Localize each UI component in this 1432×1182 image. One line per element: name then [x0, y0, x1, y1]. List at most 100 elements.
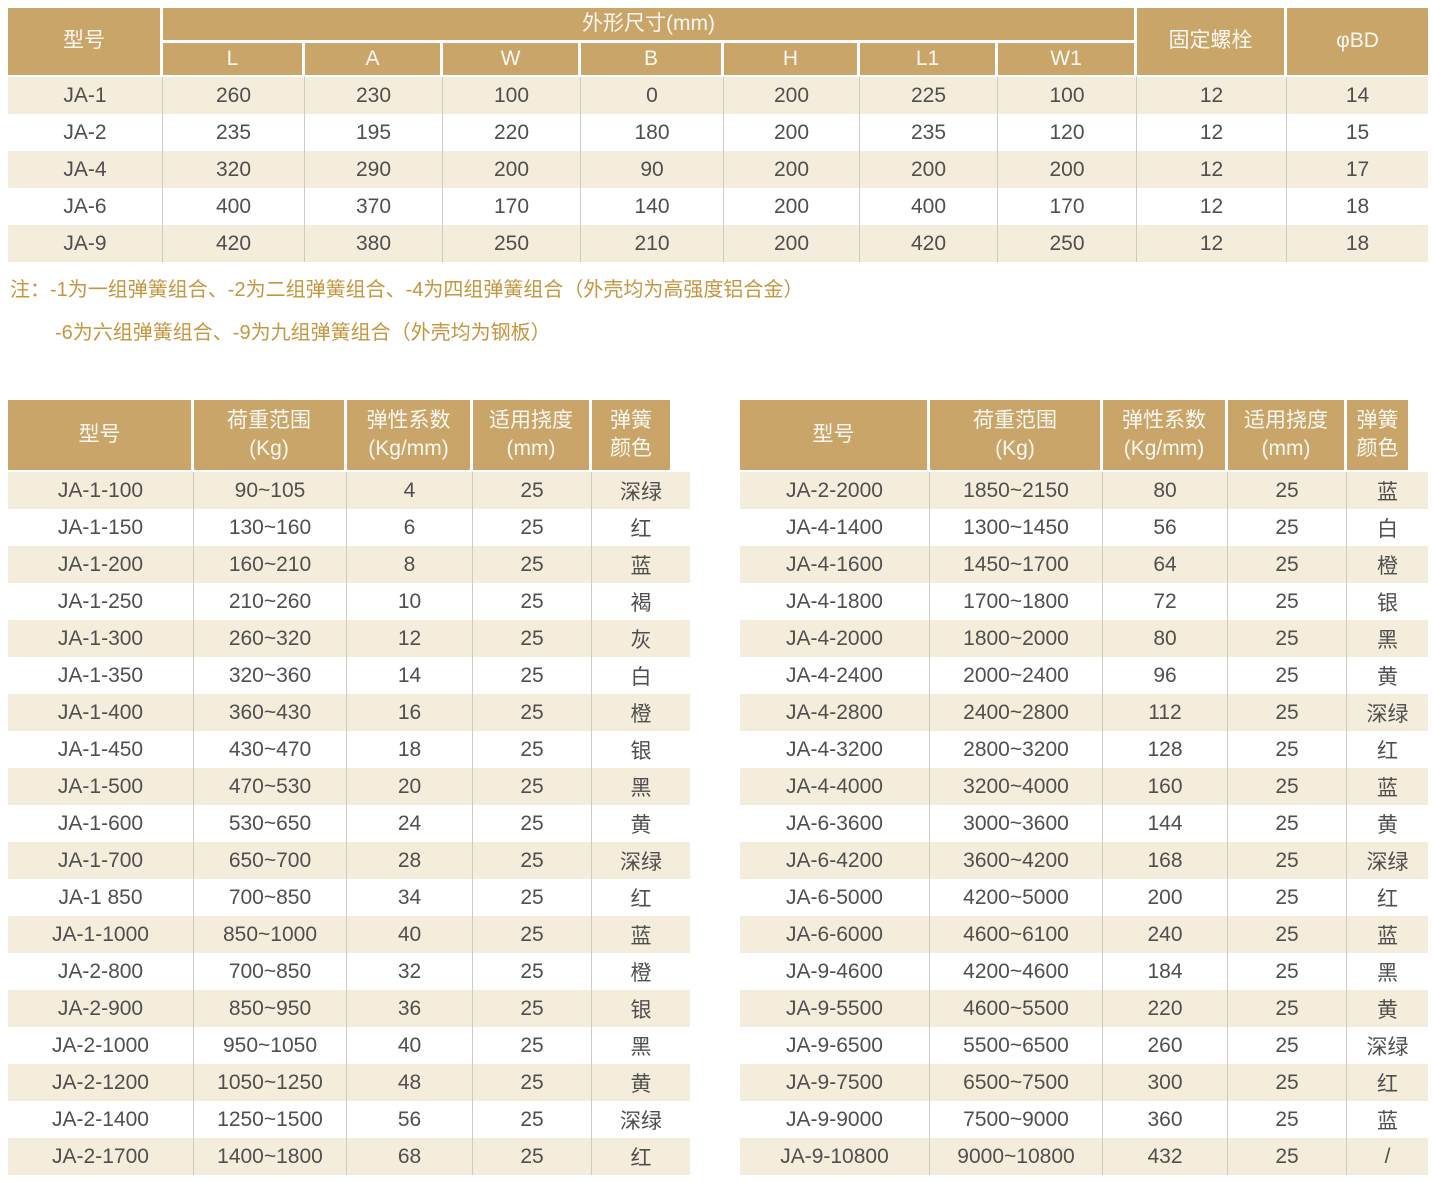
- spring-color-cell: 蓝: [1377, 776, 1398, 800]
- table-row: JA-1-450 430~470 18 25 银: [8, 731, 690, 768]
- load-range-cell: 470~530: [194, 768, 347, 805]
- deflection-cell: 25: [473, 879, 592, 916]
- model-cell: JA-2-2000: [740, 472, 930, 509]
- spring-color-cell: 深绿: [620, 1109, 662, 1133]
- stiffness-cell: 260: [1103, 1027, 1228, 1064]
- stiffness-cell: 80: [1103, 620, 1228, 657]
- stiffness-cell: 6: [347, 509, 473, 546]
- model-cell: JA-9-4600: [740, 953, 930, 990]
- bd-cell: 17: [1345, 157, 1370, 181]
- spring-color-cell: 深绿: [620, 850, 662, 874]
- load-range-cell: 1400~1800: [194, 1138, 347, 1175]
- load-range-cell: 9000~10800: [930, 1138, 1103, 1175]
- spring-table-left: 型号 荷重范围 (Kg) 弹性系数 (Kg/mm) 适用挠度 (mm) 弹簧 颜…: [8, 400, 690, 1175]
- stiffness-cell: 48: [347, 1064, 473, 1101]
- spring-color-cell: 银: [1377, 591, 1398, 615]
- deflection-cell: 25: [473, 805, 592, 842]
- table-row: JA-4 320 290 200 90 200 200 200 12 17: [8, 151, 1428, 188]
- spring-color-cell: 银: [630, 739, 652, 763]
- spring-color-cell: 深绿: [620, 480, 662, 504]
- stiffness-cell: 200: [1103, 879, 1228, 916]
- header-dim-b: B: [581, 43, 721, 75]
- deflection-cell: 25: [1228, 694, 1347, 731]
- deflection-cell: 25: [473, 509, 592, 546]
- stiffness-cell: 68: [347, 1138, 473, 1175]
- model-cell: JA-4-1400: [740, 509, 930, 546]
- dim-h-cell: 200: [724, 151, 860, 188]
- load-range-cell: 2400~2800: [930, 694, 1103, 731]
- deflection-cell: 25: [473, 953, 592, 990]
- stiffness-cell: 184: [1103, 953, 1228, 990]
- stiffness-cell: 10: [347, 583, 473, 620]
- deflection-cell: 25: [1228, 620, 1347, 657]
- spring-color-cell: 黄: [1377, 813, 1398, 837]
- load-range-cell: 4200~5000: [930, 879, 1103, 916]
- spring-color-cell: 蓝: [1377, 480, 1398, 504]
- spring-table-right-header: 型号 荷重范围 (Kg) 弹性系数 (Kg/mm) 适用挠度 (mm) 弹簧 颜…: [740, 400, 1428, 470]
- spring-color-cell: 蓝: [1377, 924, 1398, 948]
- table-row: JA-2 235 195 220 180 200 235 120 12 15: [8, 114, 1428, 151]
- table-row: JA-2-1200 1050~1250 48 25 黄: [8, 1064, 690, 1101]
- table-row: JA-1-400 360~430 16 25 橙: [8, 694, 690, 731]
- load-range-cell: 260~320: [194, 620, 347, 657]
- header-model: 型号: [8, 8, 160, 75]
- model-cell: JA-1-150: [8, 509, 194, 546]
- spring-color-cell: 橙: [630, 702, 652, 726]
- header-spring-color: 弹簧 颜色: [592, 400, 670, 470]
- load-range-cell: 4200~4600: [930, 953, 1103, 990]
- dim-w-cell: 250: [443, 225, 581, 262]
- table-row: JA-1-600 530~650 24 25 黄: [8, 805, 690, 842]
- table-row: JA-9-7500 6500~7500 300 25 红: [740, 1064, 1428, 1101]
- dim-a-cell: 290: [305, 151, 443, 188]
- deflection-cell: 25: [1228, 879, 1347, 916]
- spring-color-cell: 黑: [630, 776, 652, 800]
- header-model: 型号: [8, 400, 191, 470]
- load-range-cell: 700~850: [194, 953, 347, 990]
- table-row: JA-6-3600 3000~3600 144 25 黄: [740, 805, 1428, 842]
- table-row: JA-1 260 230 100 0 200 225 100 12 14: [8, 77, 1428, 114]
- bolt-cell: 12: [1137, 151, 1287, 188]
- deflection-cell: 25: [473, 1027, 592, 1064]
- table-row: JA-6-6000 4600~6100 240 25 蓝: [740, 916, 1428, 953]
- model-cell: JA-9-6500: [740, 1027, 930, 1064]
- spring-color-cell: 黄: [1377, 998, 1398, 1022]
- deflection-cell: 25: [473, 1101, 592, 1138]
- stiffness-cell: 64: [1103, 546, 1228, 583]
- model-cell: JA-1-1000: [8, 916, 194, 953]
- deflection-cell: 25: [473, 768, 592, 805]
- header-dim-l: L: [163, 43, 302, 75]
- spring-table-right: 型号 荷重范围 (Kg) 弹性系数 (Kg/mm) 适用挠度 (mm) 弹簧 颜…: [740, 400, 1428, 1175]
- stiffness-cell: 34: [347, 879, 473, 916]
- dim-w1-cell: 250: [998, 225, 1137, 262]
- model-cell: JA-1-400: [8, 694, 194, 731]
- load-range-cell: 1700~1800: [930, 583, 1103, 620]
- model-cell: JA-1-250: [8, 583, 194, 620]
- stiffness-cell: 144: [1103, 805, 1228, 842]
- deflection-cell: 25: [1228, 1064, 1347, 1101]
- load-range-cell: 3200~4000: [930, 768, 1103, 805]
- table-row: JA-9-10800 9000~10800 432 25 /: [740, 1138, 1428, 1175]
- dimensions-table: 型号 外形尺寸(mm) L A W B H L1 W1 固定螺栓 φBD JA-…: [8, 8, 1428, 262]
- header-fixing-bolt: 固定螺栓: [1137, 8, 1284, 75]
- model-cell: JA-9-10800: [740, 1138, 930, 1175]
- header-dimensions-group: 外形尺寸(mm) L A W B H L1 W1: [163, 8, 1134, 75]
- spring-color-cell: 蓝: [630, 924, 652, 948]
- dim-w-cell: 200: [443, 151, 581, 188]
- table-row: JA-6-4200 3600~4200 168 25 深绿: [740, 842, 1428, 879]
- load-range-cell: 530~650: [194, 805, 347, 842]
- spring-color-cell: 红: [1377, 887, 1398, 911]
- header-dim-h: H: [724, 43, 857, 75]
- load-range-cell: 950~1050: [194, 1027, 347, 1064]
- model-cell: JA-4: [8, 151, 163, 188]
- dim-a-cell: 380: [305, 225, 443, 262]
- stiffness-cell: 18: [347, 731, 473, 768]
- spring-color-cell: 蓝: [1377, 1109, 1398, 1133]
- model-cell: JA-6-3600: [740, 805, 930, 842]
- bolt-cell: 12: [1137, 77, 1287, 114]
- dim-b-cell: 90: [581, 151, 724, 188]
- stiffness-cell: 240: [1103, 916, 1228, 953]
- table-row: JA-2-1000 950~1050 40 25 黑: [8, 1027, 690, 1064]
- spring-color-cell: 红: [630, 517, 652, 541]
- spring-color-cell: 红: [1377, 1072, 1398, 1096]
- header-load-range: 荷重范围 (Kg): [930, 400, 1100, 470]
